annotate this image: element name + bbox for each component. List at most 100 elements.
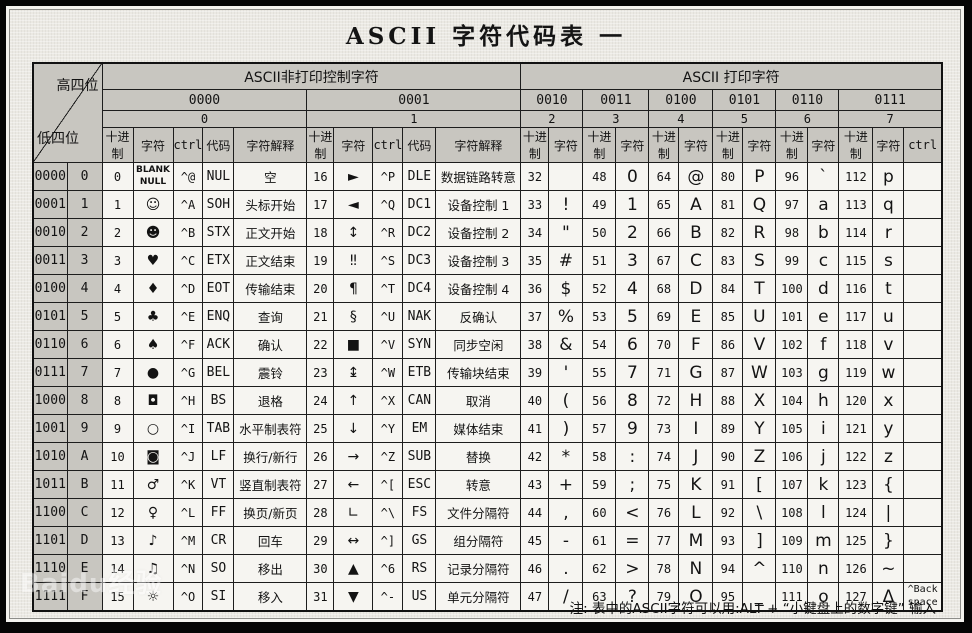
col-header-char: 字符	[678, 127, 714, 163]
cell-ctrl: ^K	[172, 470, 204, 499]
cell-decimal: 58	[582, 442, 617, 471]
cell-char: z	[872, 442, 905, 471]
cell-decimal: 5	[101, 302, 134, 331]
cell-hex: 7	[66, 358, 103, 387]
cell-decimal: 105	[775, 414, 809, 443]
cell-char: ○	[132, 414, 174, 443]
cell-ctrl: ^I	[172, 414, 204, 443]
cell-hex: C	[66, 498, 103, 527]
cell-code: US	[402, 582, 437, 612]
cell-char: ∟	[333, 498, 374, 527]
col-header-ctrl: ctrl	[372, 127, 404, 163]
cell-hex: 0	[66, 162, 103, 191]
cell-decimal: 21	[306, 302, 335, 331]
cell-char: ‼	[333, 246, 374, 275]
cell-char: c	[807, 246, 840, 275]
high-bits-0010: 0010	[520, 89, 584, 111]
cell-char: ♥	[132, 246, 174, 275]
cell-low-bits: 0011	[32, 246, 68, 275]
cell-hex: B	[66, 470, 103, 499]
cell-code: SI	[202, 582, 235, 612]
high-hex-4: 4	[648, 110, 714, 128]
col-header-code: 代码	[202, 127, 235, 163]
cell-char: #	[548, 246, 584, 275]
cell-hex: 4	[66, 274, 103, 303]
cell-desc: 设备控制 4	[435, 274, 522, 303]
cell-char: g	[807, 358, 840, 387]
cell-desc: 单元分隔符	[435, 582, 522, 612]
cell-decimal: 37	[520, 302, 550, 331]
cell-code: FF	[202, 498, 235, 527]
cell-low-bits: 0000	[32, 162, 68, 191]
cell-code: SO	[202, 554, 235, 583]
cell-char: 3	[615, 246, 650, 275]
cell-char: I	[678, 414, 714, 443]
cell-char: ]	[742, 526, 777, 555]
cell-decimal: 38	[520, 330, 550, 359]
cell-decimal: 2	[101, 218, 134, 247]
cell-decimal: 31	[306, 582, 335, 612]
corner-cell: 高四位 低四位	[32, 62, 103, 163]
cell-desc: 数据链路转意	[435, 162, 522, 191]
cell-char: i	[807, 414, 840, 443]
cell-decimal: 50	[582, 218, 617, 247]
cell-ctrl	[903, 330, 943, 359]
cell-char: D	[678, 274, 714, 303]
cell-char: 7	[615, 358, 650, 387]
cell-decimal: 73	[648, 414, 680, 443]
cell-char: S	[742, 246, 777, 275]
cell-char: 4	[615, 274, 650, 303]
cell-desc: 移入	[233, 582, 308, 612]
cell-decimal: 20	[306, 274, 335, 303]
cell-low-bits: 1001	[32, 414, 68, 443]
cell-ctrl	[903, 274, 943, 303]
cell-decimal: 60	[582, 498, 617, 527]
cell-code: BS	[202, 386, 235, 415]
table-row: 1001 9 9 ○ ^I TAB 水平制表符 25 ↓ ^Y EM 媒体结束 41) 57 9 73 I 89 Y…	[32, 414, 943, 443]
cell-char: =	[615, 526, 650, 555]
cell-decimal: 9	[101, 414, 134, 443]
cell-char: U	[742, 302, 777, 331]
col-header-decimal: 十进制	[306, 127, 335, 163]
cell-char: ●	[132, 358, 174, 387]
cell-low-bits: 0101	[32, 302, 68, 331]
cell-char: l	[807, 498, 840, 527]
group-header-print: ASCII 打印字符	[520, 62, 943, 90]
cell-decimal: 55	[582, 358, 617, 387]
cell-char: a	[807, 190, 840, 219]
cell-char: ↔	[333, 526, 374, 555]
cell-char: w	[872, 358, 905, 387]
cell-desc: 转意	[435, 470, 522, 499]
cell-code: BEL	[202, 358, 235, 387]
cell-decimal: 102	[775, 330, 809, 359]
cell-char: Q	[742, 190, 777, 219]
cell-ctrl: ^N	[172, 554, 204, 583]
cell-code: SYN	[402, 330, 437, 359]
cell-decimal: 69	[648, 302, 680, 331]
cell-code: NAK	[402, 302, 437, 331]
cell-code: ESC	[402, 470, 437, 499]
cell-hex: E	[66, 554, 103, 583]
cell-decimal: 35	[520, 246, 550, 275]
cell-decimal: 79	[648, 582, 680, 612]
col-header-code: 代码	[402, 127, 437, 163]
cell-code: DC2	[402, 218, 437, 247]
cell-char: F	[678, 330, 714, 359]
cell-ctrl: ^B	[172, 218, 204, 247]
cell-decimal: 15	[101, 582, 134, 612]
cell-decimal: 28	[306, 498, 335, 527]
cell-decimal: 65	[648, 190, 680, 219]
cell-low-bits: 0010	[32, 218, 68, 247]
cell-decimal: 116	[838, 274, 874, 303]
cell-char: ?	[615, 582, 650, 612]
cell-decimal: 12	[101, 498, 134, 527]
cell-char: ↓	[333, 414, 374, 443]
cell-char: q	[872, 190, 905, 219]
cell-decimal: 77	[648, 526, 680, 555]
cell-decimal: 3	[101, 246, 134, 275]
high-hex-6: 6	[775, 110, 840, 128]
cell-decimal: 43	[520, 470, 550, 499]
cell-ctrl	[903, 498, 943, 527]
group-header-nonprint: ASCII非打印控制字符	[101, 62, 522, 90]
cell-char: ◘	[132, 386, 174, 415]
